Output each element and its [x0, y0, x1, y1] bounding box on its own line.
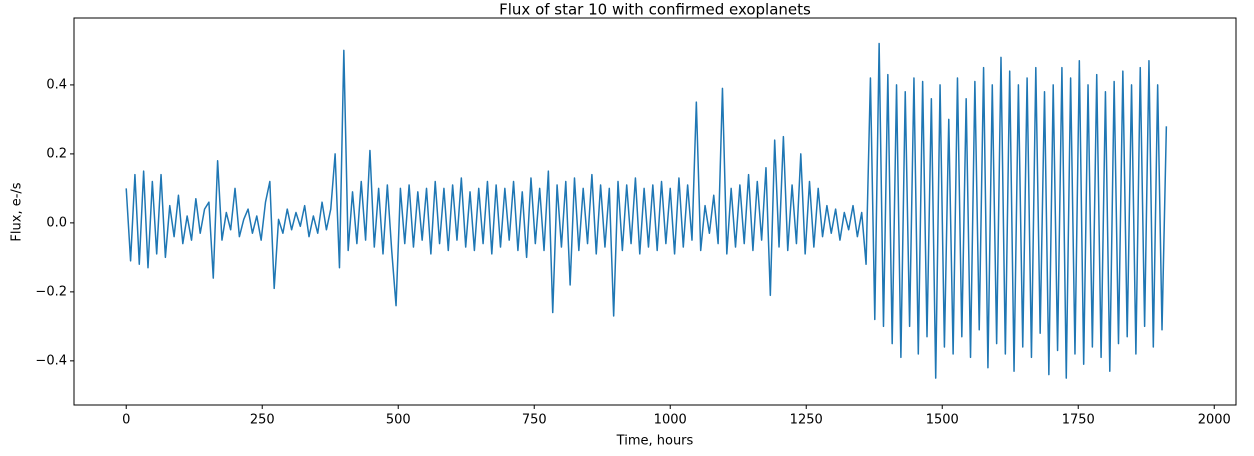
y-tick-label: −0.2: [35, 284, 67, 299]
y-tick-label: −0.4: [35, 353, 67, 368]
x-tick-label: 1250: [790, 413, 823, 428]
x-tick-label: 2000: [1198, 413, 1231, 428]
series-line: [125, 42, 1168, 379]
x-tick-label: 1000: [654, 413, 687, 428]
x-tick-label: 500: [386, 413, 411, 428]
y-tick-label: 0.2: [46, 146, 67, 161]
chart-title: Flux of star 10 with confirmed exoplanet…: [499, 1, 811, 19]
x-tick-label: 750: [522, 413, 547, 428]
plot-frame: [73, 17, 1237, 406]
y-tick-label: 0.4: [46, 77, 67, 92]
x-tick-label: 250: [250, 413, 275, 428]
x-tick-label: 0: [122, 413, 130, 428]
y-tick-label: 0.0: [46, 215, 67, 230]
y-axis-label: Flux, e-/s: [10, 182, 25, 241]
x-tick-label: 1500: [926, 413, 959, 428]
x-tick-label: 1750: [1062, 413, 1095, 428]
x-axis-label: Time, hours: [616, 434, 694, 449]
